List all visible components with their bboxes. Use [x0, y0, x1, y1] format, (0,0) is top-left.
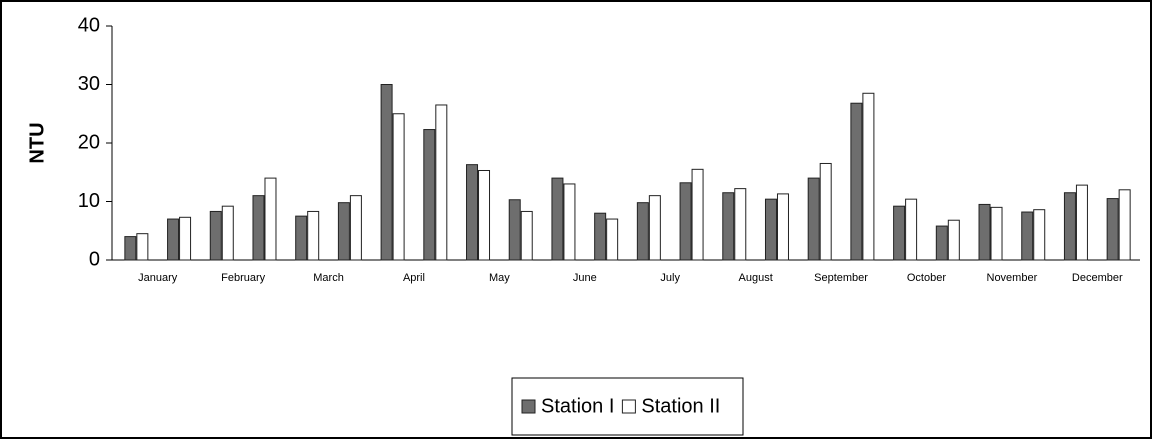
- x-tick-label: January: [138, 272, 178, 284]
- bar: [380, 84, 393, 261]
- x-tick-label: February: [221, 272, 266, 284]
- bar: [392, 113, 405, 261]
- bar: [1075, 184, 1088, 261]
- bar: [295, 215, 308, 261]
- y-axis-label: NTU: [26, 122, 48, 163]
- bar: [1106, 198, 1119, 261]
- bar: [862, 92, 875, 261]
- bar: [264, 177, 277, 261]
- x-tick-label: May: [489, 272, 510, 284]
- bar: [734, 188, 747, 261]
- bar: [423, 129, 436, 261]
- y-tick-label: 20: [78, 131, 100, 153]
- bar: [252, 195, 265, 261]
- bar: [648, 195, 661, 261]
- bar: [136, 233, 149, 261]
- bar: [508, 199, 521, 261]
- bar: [179, 216, 192, 261]
- bar: [776, 193, 789, 261]
- bar: [990, 206, 1003, 261]
- bar: [551, 177, 564, 261]
- bar: [636, 202, 649, 261]
- bar: [764, 198, 777, 261]
- bar: [606, 218, 619, 261]
- x-tick-label: March: [313, 272, 344, 284]
- legend-swatch: [621, 399, 636, 414]
- legend-swatch: [521, 399, 536, 414]
- bar: [935, 225, 948, 261]
- y-tick-label: 0: [89, 248, 100, 270]
- bar: [209, 210, 222, 261]
- bar: [435, 104, 448, 261]
- legend-label: Station I: [541, 395, 614, 417]
- bar: [1033, 209, 1046, 261]
- y-tick-label: 40: [78, 14, 100, 36]
- bar: [978, 203, 991, 261]
- bar: [905, 198, 918, 261]
- bar: [947, 219, 960, 261]
- bar: [1063, 192, 1076, 261]
- bar: [722, 192, 735, 261]
- bar: [807, 177, 820, 261]
- bar: [221, 205, 234, 261]
- x-tick-label: August: [739, 272, 773, 284]
- bar: [691, 168, 704, 261]
- bar: [1118, 189, 1131, 261]
- x-tick-label: December: [1072, 272, 1123, 284]
- y-tick-label: 30: [78, 73, 100, 95]
- bar: [679, 182, 692, 261]
- bar: [563, 183, 576, 261]
- bar: [337, 202, 350, 261]
- x-tick-label: June: [573, 272, 597, 284]
- bar: [520, 210, 533, 261]
- bar: [167, 218, 180, 261]
- bar: [1021, 211, 1034, 261]
- x-tick-label: October: [907, 272, 946, 284]
- bar: [124, 236, 137, 261]
- bar: [819, 162, 832, 261]
- bar: [307, 210, 320, 261]
- bar: [466, 164, 479, 261]
- bar: [478, 169, 491, 261]
- x-tick-label: April: [403, 272, 425, 284]
- x-tick-label: November: [987, 272, 1038, 284]
- bar: [594, 212, 607, 261]
- legend-label: Station II: [641, 395, 720, 417]
- bar: [893, 205, 906, 261]
- x-tick-label: July: [660, 272, 680, 284]
- bar: [850, 102, 863, 261]
- bar: [349, 195, 362, 261]
- y-tick-label: 10: [78, 190, 100, 212]
- x-tick-label: September: [814, 272, 868, 284]
